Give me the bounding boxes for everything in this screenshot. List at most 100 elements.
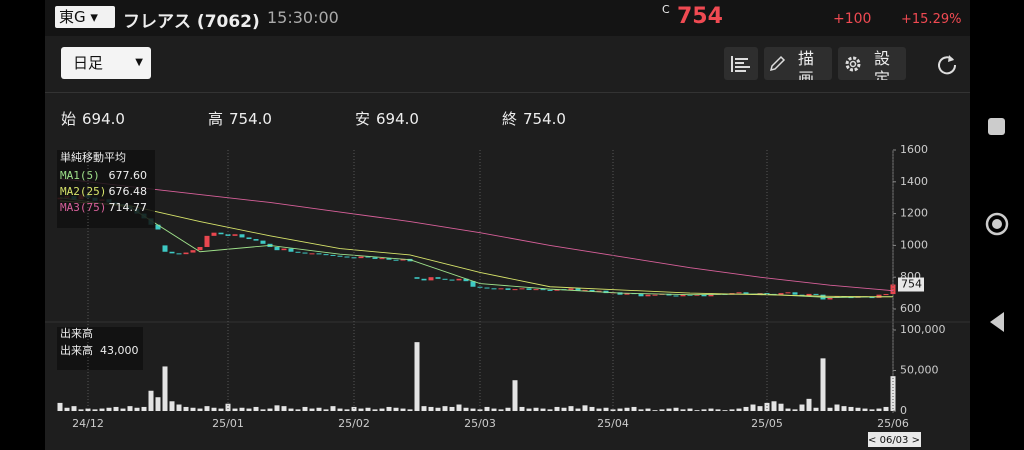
volume-bar	[729, 409, 735, 411]
volume-bar	[393, 407, 399, 411]
volume-bar	[379, 408, 385, 411]
volume-bar	[652, 410, 658, 411]
x-tick-label: 25/02	[338, 417, 370, 430]
candle	[687, 294, 693, 296]
volume-bar	[722, 410, 728, 411]
volume-bar	[624, 407, 630, 411]
ohlc-label: 始	[61, 110, 77, 128]
volume-bar	[512, 380, 518, 411]
y-tick-label: 1200	[900, 207, 928, 220]
volume-bar	[743, 406, 749, 411]
ma-line	[59, 197, 894, 299]
volume-bar	[526, 408, 532, 411]
volume-bar	[491, 408, 497, 411]
candle	[365, 256, 371, 258]
volume-bar	[603, 407, 609, 411]
back[interactable]	[990, 312, 1004, 332]
candle	[197, 246, 203, 251]
market: 東G	[59, 8, 86, 26]
legend-name: MA1(5)	[60, 169, 100, 182]
volume-bar	[610, 409, 616, 411]
candle	[498, 288, 504, 290]
volume-bar	[764, 402, 770, 411]
candle	[372, 257, 378, 259]
candle	[211, 232, 217, 236]
stock-name: フレアス (7062)	[123, 12, 260, 32]
volume-bar	[855, 407, 861, 411]
volume-bar	[106, 407, 112, 411]
legend-label: 出来高	[60, 343, 93, 357]
candle	[295, 251, 301, 253]
volume-bar	[477, 409, 483, 411]
candle	[827, 297, 833, 300]
volume-bar	[442, 406, 448, 411]
volume-bar	[561, 407, 567, 411]
volume-bar	[85, 408, 91, 411]
volume-bar	[568, 406, 574, 411]
legend-box	[57, 150, 155, 228]
volume-bar	[505, 407, 511, 411]
volume-bar	[162, 366, 168, 411]
settings-button[interactable]: 設定	[838, 47, 906, 80]
volume-bar	[358, 408, 364, 411]
volume-bar	[260, 409, 266, 411]
candle	[526, 288, 532, 290]
volume-bar	[736, 408, 742, 411]
volume-bar	[540, 408, 546, 411]
refresh-button[interactable]	[935, 52, 959, 76]
ohlc-item: 終 754.0	[502, 108, 566, 129]
candle	[491, 288, 497, 290]
volume-bar	[127, 406, 133, 411]
volume-bar	[400, 408, 406, 411]
volume-bar	[771, 401, 777, 411]
volume-bar	[834, 404, 840, 411]
y-tick-label: 600	[900, 302, 921, 315]
volume-bar	[232, 408, 238, 411]
volume-bar	[617, 408, 623, 411]
volume-bar	[498, 409, 504, 411]
volume-bar	[470, 408, 476, 411]
candle	[323, 254, 329, 256]
draw-button[interactable]: 描画	[764, 47, 832, 80]
candle	[288, 248, 294, 252]
candle	[652, 294, 658, 296]
x-tick-label: 25/05	[751, 417, 783, 430]
market-select[interactable]: 東G ▾	[55, 6, 115, 28]
volume-bar	[715, 409, 721, 411]
candle	[435, 277, 441, 279]
candle	[785, 292, 791, 294]
candle	[764, 293, 770, 295]
volume-bar	[99, 408, 105, 411]
candle	[582, 289, 588, 291]
candle	[743, 292, 749, 294]
volume-bar	[183, 406, 189, 411]
volume-bar	[309, 408, 315, 411]
home[interactable]	[985, 212, 1009, 236]
volume-bar	[225, 403, 231, 411]
candle	[169, 251, 175, 254]
volume-bar	[589, 406, 595, 411]
candle	[680, 294, 686, 297]
volume-bar	[827, 407, 833, 411]
volume-bar	[645, 408, 651, 411]
candle	[260, 240, 266, 244]
nav-bar	[985, 118, 1009, 332]
candle	[645, 294, 651, 297]
volume-bar	[267, 408, 273, 411]
period-select[interactable]: 日足 ▼	[61, 47, 151, 79]
volume-bar	[449, 406, 455, 411]
divider	[45, 92, 970, 93]
volume-bar	[197, 408, 203, 411]
indicator-button[interactable]	[724, 47, 758, 80]
candle	[673, 295, 679, 297]
volume-bar	[57, 402, 63, 411]
y-tick-label: 1000	[900, 238, 928, 251]
volume-bar	[575, 408, 581, 411]
ohlc-value: 754.0	[523, 110, 566, 128]
recent-apps[interactable]	[988, 118, 1005, 135]
volume-bar	[680, 409, 686, 411]
volume-bar	[218, 408, 224, 411]
candle	[386, 258, 392, 260]
change-pct: +15.29%	[901, 12, 962, 27]
candle	[792, 292, 798, 295]
